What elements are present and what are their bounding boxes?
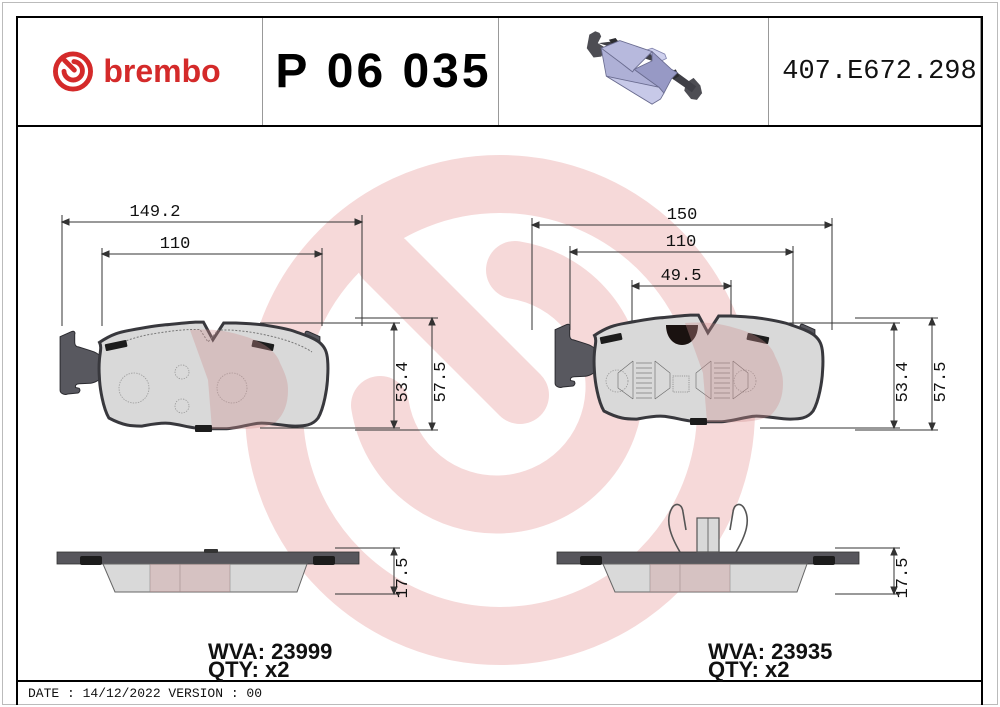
- svg-text:QTY: x2: QTY: x2: [208, 657, 290, 682]
- svg-text:17.5: 17.5: [394, 558, 413, 599]
- svg-text:49.5: 49.5: [661, 267, 702, 286]
- svg-text:110: 110: [666, 233, 697, 252]
- svg-text:17.5: 17.5: [894, 558, 913, 599]
- svg-text:150: 150: [667, 206, 698, 225]
- svg-text:57.5: 57.5: [432, 362, 451, 403]
- svg-text:110: 110: [160, 235, 191, 254]
- svg-text:149.2: 149.2: [129, 203, 180, 222]
- svg-text:57.5: 57.5: [932, 362, 951, 403]
- svg-text:53.4: 53.4: [894, 362, 913, 403]
- svg-text:QTY: x2: QTY: x2: [708, 657, 790, 682]
- svg-text:53.4: 53.4: [394, 362, 413, 403]
